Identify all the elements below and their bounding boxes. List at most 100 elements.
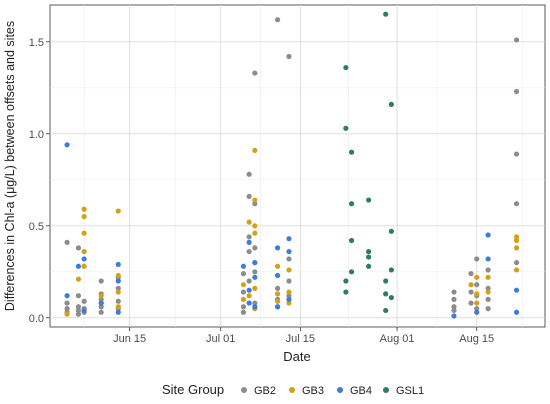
legend-key-gb3 [289, 387, 295, 393]
data-point-gb4 [274, 304, 281, 310]
data-point-gsl1 [366, 254, 372, 260]
data-point-gsl1 [343, 125, 349, 131]
data-point-gb4 [451, 313, 457, 319]
data-point-gb2 [246, 234, 252, 240]
data-point-gb3 [474, 291, 480, 297]
data-point-gb2 [98, 304, 104, 310]
data-point-gsl1 [348, 149, 355, 155]
data-point-gb2 [468, 271, 474, 277]
data-point-gsl1 [348, 201, 355, 207]
data-point-gb2 [252, 300, 258, 306]
legend-key-gb2 [241, 387, 247, 393]
data-point-gb3 [81, 263, 87, 269]
data-point-gb2 [240, 309, 247, 315]
data-point-gb4 [485, 256, 491, 262]
data-point-gsl1 [388, 267, 394, 273]
data-point-gb2 [513, 151, 520, 157]
data-point-gb2 [474, 306, 480, 312]
data-point-gsl1 [366, 248, 372, 255]
x-axis-label: Date [283, 349, 310, 364]
data-point-gb4 [286, 248, 292, 255]
data-point-gsl1 [383, 11, 389, 17]
data-point-gb4 [81, 256, 87, 262]
legend-items: GB2 GB3 GB4 GSL1 [241, 385, 424, 397]
plot-panel [49, 4, 546, 328]
data-point-gb3 [246, 293, 252, 299]
data-point-gb2 [252, 269, 258, 275]
data-point-gb2 [468, 289, 474, 295]
y-tick-label: 1.5 [29, 37, 44, 49]
data-point-gb3 [485, 289, 491, 295]
y-axis-label: Differences in Chl-a (μg/L) between offs… [3, 21, 17, 311]
data-point-gsl1 [383, 278, 389, 284]
data-point-gb4 [252, 260, 258, 266]
data-point-gb2 [246, 248, 252, 255]
y-tick-label: 0.0 [29, 313, 44, 325]
data-point-gb3 [474, 300, 480, 306]
data-point-gb2 [64, 300, 70, 306]
data-point-gb4 [115, 261, 121, 268]
data-point-gb4 [246, 287, 252, 293]
data-point-gsl1 [343, 278, 349, 284]
data-point-gb4 [98, 300, 104, 306]
grid-lines [46, 5, 545, 331]
legend-title: Site Group [162, 382, 224, 397]
data-point-gb3 [474, 274, 480, 280]
data-point-gb2 [246, 193, 252, 199]
data-point-gb2 [274, 17, 281, 23]
legend-label-gb4: GB4 [350, 385, 372, 397]
data-point-gb2 [474, 256, 480, 262]
data-point-gb2 [75, 293, 82, 299]
x-tick-labels: Jun 15 Jul 01 Jul 15 Aug 01 Aug 15 [113, 333, 494, 345]
data-point-gb2 [451, 304, 457, 310]
data-point-gb3 [468, 282, 474, 288]
data-point-gb2 [252, 201, 258, 207]
data-point-gb2 [485, 306, 491, 312]
data-point-gb2 [75, 245, 82, 251]
data-point-gsl1 [348, 269, 355, 275]
data-point-gb3 [240, 296, 247, 302]
data-point-gb4 [64, 142, 70, 148]
data-point-gb4 [81, 307, 87, 314]
data-point-gb4 [240, 263, 247, 269]
data-point-gb3 [513, 245, 520, 251]
data-point-gb4 [274, 245, 281, 251]
data-point-gb3 [81, 230, 87, 236]
data-point-gsl1 [343, 289, 349, 295]
legend: Site Group GB2 GB3 GB4 GSL1 [162, 382, 424, 397]
data-point-gb2 [485, 285, 491, 291]
data-point-gsl1 [343, 64, 349, 71]
data-point-gb2 [115, 285, 121, 291]
data-point-gb3 [513, 267, 520, 273]
data-point-gb3 [81, 248, 87, 255]
data-point-gb2 [64, 239, 70, 245]
data-point-gb2 [513, 201, 520, 207]
data-point-gb3 [240, 282, 247, 288]
data-point-gb3 [513, 237, 520, 244]
data-point-gb2 [75, 307, 82, 314]
data-point-gb2 [286, 278, 292, 284]
x-tick-label: Jun 15 [113, 333, 146, 345]
data-point-gsl1 [388, 294, 394, 301]
data-point-gb3 [252, 147, 258, 153]
x-tick-label: Aug 15 [459, 333, 494, 345]
data-point-gb3 [75, 276, 82, 282]
data-point-gb2 [81, 298, 87, 304]
data-point-gb4 [485, 232, 491, 238]
legend-key-gsl1 [383, 387, 389, 393]
data-point-gb4 [246, 300, 252, 306]
data-point-gb2 [246, 278, 252, 284]
data-point-gb4 [75, 263, 82, 269]
data-point-gb2 [485, 296, 491, 302]
data-point-gsl1 [383, 307, 389, 314]
data-point-gb4 [252, 304, 258, 310]
data-point-gb3 [252, 197, 258, 203]
y-tick-labels: 0.0 0.5 1.0 1.5 [29, 37, 44, 325]
data-point-gb2 [468, 300, 474, 306]
legend-key-gb4 [337, 387, 343, 393]
data-point-gb3 [81, 214, 87, 220]
data-point-gb4 [115, 309, 121, 315]
data-point-gb2 [474, 282, 480, 288]
data-point-gb3 [485, 274, 491, 280]
